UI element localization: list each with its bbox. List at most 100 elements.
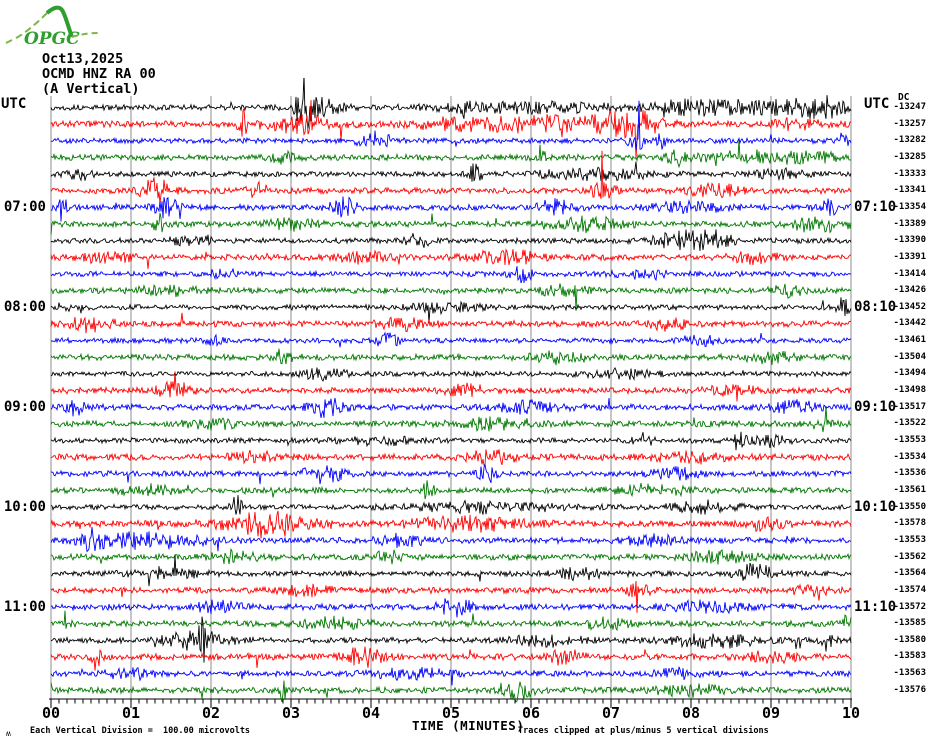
dc-value: -13576	[893, 684, 926, 695]
dc-value: -13562	[893, 551, 926, 562]
trace-line	[50, 406, 852, 433]
trace-line	[50, 297, 852, 324]
dc-value: -13333	[893, 168, 926, 179]
x-tick-label: 08	[681, 704, 701, 722]
clip-note: Traces clipped at plus/minus 5 vertical …	[518, 726, 769, 736]
x-tick-label: 02	[201, 704, 221, 722]
trace-line	[50, 212, 852, 235]
x-tick-label: 06	[521, 704, 541, 722]
dc-value: -13285	[893, 151, 926, 162]
dc-value: -13391	[893, 251, 926, 262]
dc-value: -13553	[893, 534, 926, 545]
utc-header-right: UTC	[864, 96, 890, 112]
x-tick-label: 10	[841, 704, 861, 722]
dc-value: -13461	[893, 335, 926, 346]
trace-line	[50, 371, 852, 402]
trace-line	[50, 554, 852, 587]
trace-line	[50, 666, 852, 686]
trace-line	[50, 495, 852, 515]
trace-line	[50, 464, 852, 485]
dc-value: -13553	[893, 435, 926, 445]
trace-line	[50, 196, 852, 222]
dc-value: -13504	[893, 351, 926, 362]
utc-header-left: UTC	[1, 96, 27, 112]
trace-line	[50, 510, 852, 539]
trace-line	[50, 616, 852, 663]
trace-line	[50, 610, 852, 632]
dc-value: -13585	[893, 618, 926, 629]
opgc-logo: OPGC	[5, 5, 99, 49]
x-tick-label: 09	[761, 704, 781, 722]
dc-value: -13578	[893, 518, 926, 529]
hour-label-left: 11:00	[3, 599, 46, 615]
dc-value: -13534	[893, 451, 926, 462]
logo-curve-peak	[45, 5, 74, 38]
dc-value: -13550	[893, 501, 926, 512]
x-tick-label: 05	[441, 704, 461, 722]
trace-line	[50, 100, 852, 160]
dc-value: -13354	[893, 201, 926, 212]
trace-line	[50, 283, 852, 311]
dc-value: -13442	[893, 318, 926, 329]
trace-line	[50, 431, 852, 451]
hour-label-right: 11:10	[854, 599, 897, 615]
trace-line	[50, 161, 852, 182]
trace-line	[50, 449, 852, 467]
dc-header: DC	[898, 92, 910, 103]
trace-line	[50, 312, 852, 334]
hour-label-right: 09:10	[854, 399, 897, 416]
x-tick-label: 04	[361, 704, 381, 722]
dc-value: -13341	[893, 185, 926, 196]
trace-line	[50, 547, 852, 565]
hour-label-left: 08:00	[3, 299, 46, 316]
dc-value: -13580	[893, 634, 926, 645]
hour-label-left: 10:00	[3, 499, 46, 516]
dc-value: -13452	[893, 301, 926, 312]
dc-value: -13536	[893, 468, 926, 479]
hour-label-left: 09:00	[3, 399, 46, 416]
dc-value: -13517	[893, 401, 926, 412]
dc-value: -13426	[893, 285, 926, 296]
trace-line	[50, 646, 852, 671]
trace-line	[50, 348, 852, 366]
logo-text: OPGC	[24, 29, 80, 49]
hour-label-right: 08:10	[854, 299, 897, 316]
dc-value: -13282	[893, 135, 926, 146]
dc-value: -13564	[893, 568, 926, 579]
dc-value: -13414	[893, 268, 926, 279]
watermark-glyph: ʍ	[6, 729, 11, 738]
trace-line	[50, 266, 851, 284]
trace-line	[50, 248, 852, 269]
hour-label-right: 07:10	[854, 199, 897, 216]
dc-value: -13247	[893, 102, 926, 112]
header-component: (A Vertical)	[42, 81, 140, 97]
trace-line	[50, 580, 852, 613]
dc-value: -13498	[893, 385, 926, 396]
dc-value: -13574	[893, 584, 926, 595]
dc-value: -13583	[893, 651, 926, 662]
x-tick-label: 01	[121, 704, 141, 722]
logo-curve-tail	[71, 32, 99, 38]
dc-value: -13572	[893, 601, 926, 612]
trace-line	[50, 331, 852, 348]
trace-group	[50, 78, 852, 703]
x-tick-label: 07	[601, 704, 621, 722]
trace-line	[50, 598, 852, 618]
dc-value: -13561	[893, 484, 926, 495]
trace-line	[50, 229, 852, 251]
trace-line	[50, 366, 852, 382]
dc-value: -13257	[893, 118, 926, 129]
trace-line	[50, 527, 852, 553]
x-tick-label: 00	[41, 704, 61, 722]
dc-value: -13389	[893, 218, 926, 229]
header-station: OCMD HNZ RA 00	[42, 66, 156, 82]
dc-value: -13563	[893, 668, 926, 679]
x-axis-title: TIME (MINUTES)	[412, 718, 525, 733]
header-date: Oct13,2025	[42, 51, 124, 67]
dc-value: -13390	[893, 235, 926, 246]
trace-line	[50, 100, 852, 151]
trace-line	[50, 150, 852, 204]
x-tick-label: 03	[281, 704, 301, 722]
